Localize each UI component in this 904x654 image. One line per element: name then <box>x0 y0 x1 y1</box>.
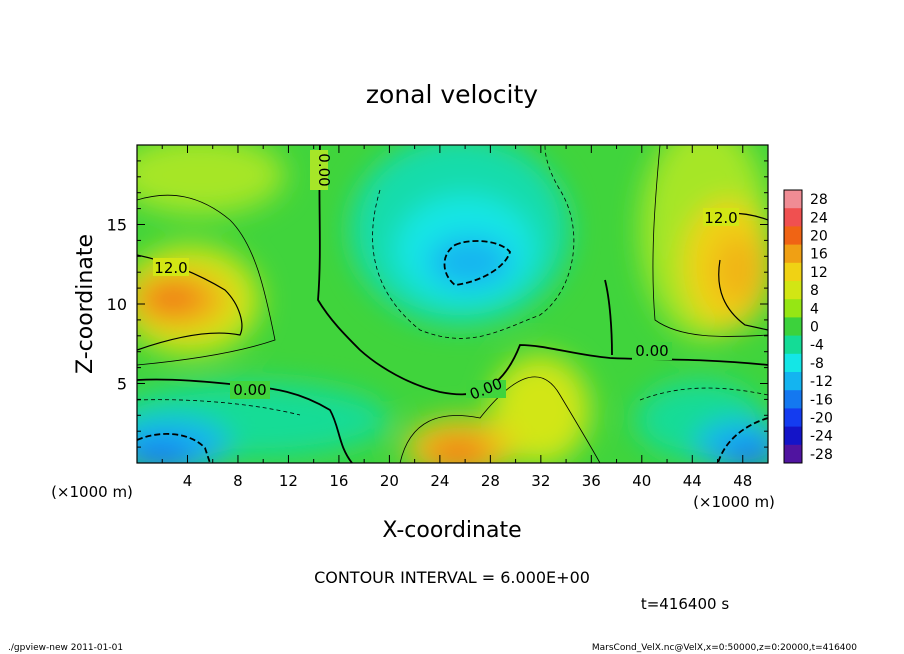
y-tick-label: 15 <box>107 216 127 235</box>
time-label: t=416400 s <box>641 595 729 613</box>
field-blob <box>428 236 512 288</box>
field-blob <box>490 355 590 463</box>
plot-area: 12.0 12.0 0.00 0.00 0.00 0.00 <box>137 145 768 463</box>
colorbar-label: 16 <box>810 247 828 263</box>
colorbar-label: -8 <box>810 356 824 372</box>
contour-label-bg <box>703 208 739 226</box>
contour-interval: CONTOUR INTERVAL = 6.000E+00 <box>314 568 590 587</box>
colorbar-swatch <box>784 317 802 337</box>
colorbar-label: 28 <box>810 192 828 208</box>
contour-six <box>137 145 768 463</box>
colorbar-label: 8 <box>810 283 819 299</box>
contour-label: 0.00 <box>635 342 668 360</box>
x-tick-label: 16 <box>329 472 348 490</box>
field-blob <box>137 145 285 215</box>
colorbar-swatch <box>784 262 802 282</box>
contour-neg-six <box>137 145 768 416</box>
x-tick-label: 36 <box>582 472 601 490</box>
field-blob <box>725 441 768 463</box>
contour-label: 0.00 <box>315 153 333 186</box>
x-unit-label-right: (×1000 m) <box>693 493 775 511</box>
contour-zero-left <box>137 378 353 463</box>
contour-zero-vertical <box>317 145 768 396</box>
colorbar-swatch <box>784 408 802 428</box>
colorbar-swatch <box>784 390 802 409</box>
x-tick-label: 24 <box>430 472 449 490</box>
contour-label-bg <box>466 380 506 398</box>
field-blob <box>137 441 195 463</box>
contour-label-bg <box>632 342 672 360</box>
x-unit-label: (×1000 m) <box>51 483 133 501</box>
colorbar-label: 12 <box>810 265 828 281</box>
color-field <box>137 145 768 463</box>
colorbar-swatch <box>784 208 802 227</box>
x-tick-label: 12 <box>279 472 298 490</box>
colorbar-swatch <box>784 226 802 246</box>
colorbar-label: -20 <box>810 411 833 427</box>
contour-label-bg <box>310 150 328 190</box>
colorbar-swatch <box>784 190 802 209</box>
chart-title: zonal velocity <box>366 80 538 109</box>
y-axis-ticks: 5 10 15 <box>107 160 768 448</box>
colorbar-swatch <box>784 299 802 318</box>
colorbar-label: 0 <box>810 320 819 336</box>
footer-left: ./gpview-new 2011-01-01 <box>8 643 123 653</box>
y-tick-label: 10 <box>107 295 127 314</box>
colorbar: 28 24 20 16 12 8 4 0 -4 -8 -12 -16 -20 -24 -28 <box>783 189 833 464</box>
contour-neg-twelve <box>137 240 768 463</box>
colorbar-label: -4 <box>810 338 824 354</box>
x-tick-label: 20 <box>380 472 399 490</box>
colorbar-label: 4 <box>810 301 819 317</box>
y-tick-label: 5 <box>117 375 127 394</box>
contour-label: 12.0 <box>154 259 187 277</box>
colorbar-swatch <box>784 281 802 300</box>
colorbar-frame <box>783 189 803 464</box>
colorbar-swatch <box>784 444 802 464</box>
colorbar-swatch <box>784 426 802 446</box>
contour-label: 0.00 <box>233 381 266 399</box>
x-tick-label: 28 <box>481 472 500 490</box>
field-blob <box>142 282 202 314</box>
x-tick-label: 8 <box>233 472 243 490</box>
colorbar-label: 24 <box>810 210 828 226</box>
colorbar-label: -16 <box>810 392 833 408</box>
x-axis-ticks: 4 8 12 16 20 24 28 32 36 40 44 48 <box>136 145 769 490</box>
colorbar-swatch <box>784 372 802 391</box>
contour-zero-right <box>604 279 613 356</box>
x-tick-label: 40 <box>632 472 651 490</box>
field-blob <box>713 235 763 305</box>
colorbar-label: -28 <box>810 447 833 463</box>
x-tick-label: 44 <box>683 472 702 490</box>
colorbar-swatch <box>784 335 802 355</box>
footer-right: MarsCond_VelX.nc@VelX,x=0:50000,z=0:2000… <box>592 643 857 653</box>
contour-label: 12.0 <box>704 209 737 227</box>
colorbar-label: -24 <box>810 429 833 445</box>
contour-label-bg <box>230 381 270 399</box>
x-tick-label: 4 <box>183 472 193 490</box>
colorbar-label: 20 <box>810 229 828 245</box>
x-axis-label: X-coordinate <box>382 518 521 543</box>
contour-label-bg <box>153 258 189 276</box>
field-blob <box>423 437 493 463</box>
colorbar-swatch <box>784 244 802 264</box>
colorbar-label: -12 <box>810 374 833 390</box>
x-tick-label: 48 <box>733 472 752 490</box>
y-axis-label: Z-coordinate <box>73 234 98 374</box>
x-tick-label: 32 <box>531 472 550 490</box>
colorbar-swatch <box>784 353 802 373</box>
